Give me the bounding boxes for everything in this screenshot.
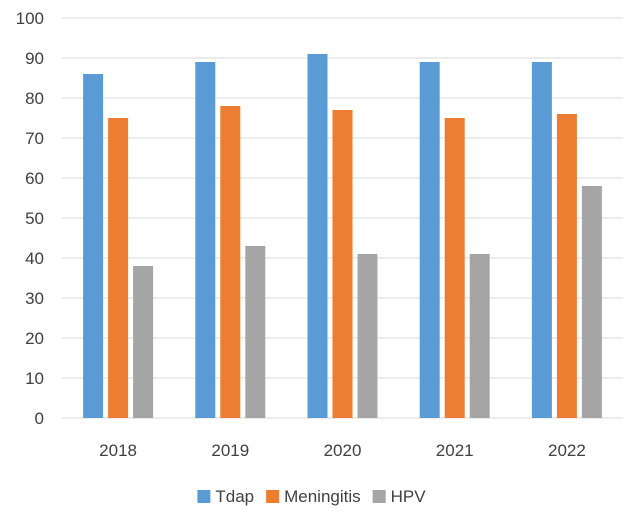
- bar-hpv-2021: [469, 254, 490, 418]
- bar-meningitis-2022: [556, 114, 577, 418]
- legend-item-hpv: HPV: [372, 487, 427, 506]
- legend-label: Tdap: [215, 487, 254, 506]
- bar-tdap-2019: [195, 62, 216, 418]
- y-axis-ticks: 0 10 20 30 40 50 60 70 80 90 100: [16, 9, 44, 428]
- bar-tdap-2018: [83, 74, 104, 418]
- x-tick-label: 2022: [548, 441, 586, 460]
- bar-hpv-2019: [245, 246, 266, 418]
- bar-tdap-2021: [419, 62, 440, 418]
- x-tick-label: 2018: [99, 441, 137, 460]
- legend: Tdap Meningitis HPV: [197, 487, 426, 506]
- bar-tdap-2022: [531, 62, 552, 418]
- bar-meningitis-2021: [444, 118, 465, 418]
- y-tick-label: 60: [25, 169, 44, 188]
- bar-hpv-2018: [133, 266, 154, 418]
- y-tick-label: 20: [25, 329, 44, 348]
- bars: [83, 54, 602, 418]
- legend-swatch: [197, 490, 211, 503]
- bar-hpv-2022: [581, 186, 602, 418]
- legend-item-tdap: Tdap: [197, 487, 254, 506]
- y-tick-label: 10: [25, 369, 44, 388]
- legend-label: HPV: [391, 487, 427, 506]
- legend-item-meningitis: Meningitis: [266, 487, 361, 506]
- legend-swatch: [372, 490, 386, 503]
- y-tick-label: 0: [35, 409, 44, 428]
- y-tick-label: 80: [25, 89, 44, 108]
- bar-hpv-2020: [357, 254, 378, 418]
- legend-label: Meningitis: [284, 487, 361, 506]
- x-tick-label: 2021: [436, 441, 474, 460]
- y-tick-label: 90: [25, 49, 44, 68]
- y-tick-label: 100: [16, 9, 44, 28]
- bar-meningitis-2018: [108, 118, 129, 418]
- x-tick-label: 2020: [324, 441, 362, 460]
- y-tick-label: 30: [25, 289, 44, 308]
- bar-meningitis-2019: [220, 106, 241, 418]
- y-tick-label: 40: [25, 249, 44, 268]
- bar-meningitis-2020: [332, 110, 353, 418]
- bar-tdap-2020: [307, 54, 328, 418]
- y-tick-label: 70: [25, 129, 44, 148]
- x-axis-ticks: 2018 2019 2020 2021 2022: [99, 441, 586, 460]
- x-tick-label: 2019: [211, 441, 249, 460]
- legend-swatch: [266, 490, 280, 503]
- y-tick-label: 50: [25, 209, 44, 228]
